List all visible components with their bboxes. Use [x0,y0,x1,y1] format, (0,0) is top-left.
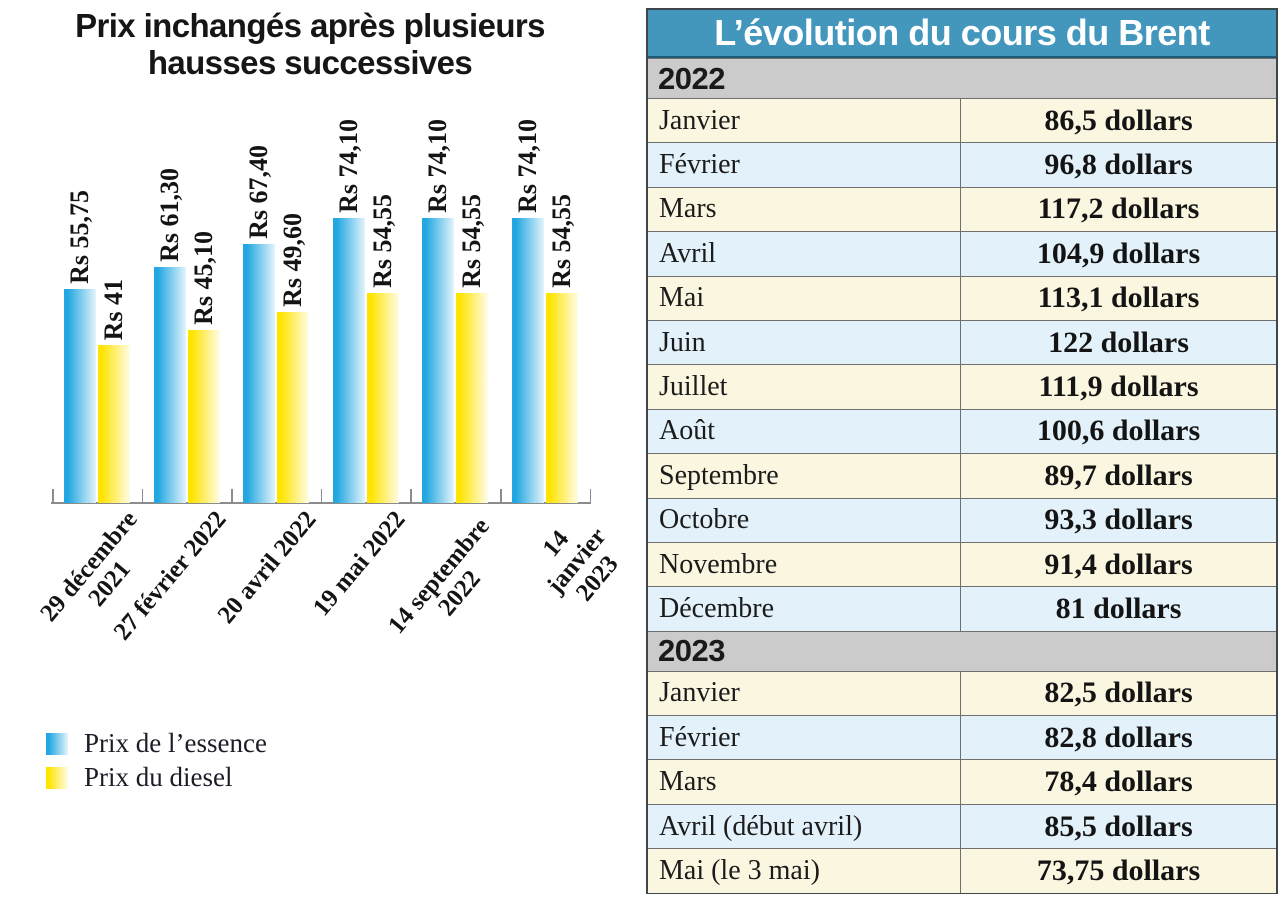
month-row: Mars 78,4 dollars [648,759,1276,804]
month-label: Décembre [659,592,775,624]
bar-value-label: Rs 61,30 [154,168,184,263]
x-axis-tick [320,489,323,503]
month-value: 122 dollars [960,320,1276,365]
month-value: 82,5 dollars [960,671,1276,716]
month-value: 104,9 dollars [960,232,1276,276]
bar-diesel [98,345,130,503]
month-value: 111,9 dollars [960,365,1276,409]
month-label: Janvier [659,104,740,136]
month-row: Février 96,8 dollars [648,142,1276,187]
month-row: Septembre 89,7 dollars [648,453,1276,498]
bar-value-label: Rs 55,75 [65,189,94,284]
x-axis-tick [500,489,502,503]
month-value: 85,5 dollars [960,804,1276,849]
month-label: Juin [659,326,706,358]
legend-item-essence: Prix de l’essence [46,728,267,758]
bar-essence [153,267,186,503]
bar-essence [64,288,96,503]
year-section-row: 2023 [648,630,1276,671]
month-value: 86,5 dollars [960,99,1276,143]
month-value: 93,3 dollars [960,498,1276,542]
x-axis-tick [141,489,144,503]
bar-essence [243,243,276,503]
month-row: Février 82,8 dollars [648,715,1276,760]
category-label: 14 janvier 2023 [537,523,624,607]
month-label: Février [659,149,740,181]
month-row: Novembre 91,4 dollars [648,541,1276,587]
month-row: Avril 104,9 dollars [648,231,1276,276]
fuel-price-chart: Prix inchangés après plusieurs hausses s… [35,7,624,792]
month-label: Mai (le 3 mai) [659,854,820,886]
month-value: 100,6 dollars [960,409,1276,454]
year-section-row: 2022 [648,58,1276,98]
month-value: 78,4 dollars [960,760,1276,804]
month-value: 82,8 dollars [960,716,1276,760]
month-label: Août [659,415,715,447]
bar-diesel [456,293,489,503]
month-label: Avril (début avril) [659,810,863,842]
legend-label: Prix de l’essence [84,728,267,758]
month-row: Mars 117,2 dollars [648,186,1276,232]
bar-value-label: Rs 67,40 [244,144,274,239]
diesel-color-swatch [46,766,68,789]
bar-essence [332,218,365,503]
month-value: 91,4 dollars [960,542,1276,587]
month-label: Mars [659,766,717,798]
month-row: Janvier 86,5 dollars [648,98,1276,143]
month-row: Juillet 111,9 dollars [648,364,1276,409]
bar-essence [422,218,455,503]
month-row: Mai 113,1 dollars [648,275,1276,320]
month-label: Avril [659,237,717,269]
month-label: Février [659,721,740,753]
month-label: Mai [659,282,705,314]
bar-diesel [187,329,220,503]
legend-item-diesel: Prix du diesel [46,762,267,792]
x-axis-tick [52,489,54,503]
chart-legend: Prix de l’essence Prix du diesel [46,728,267,792]
month-value: 81 dollars [960,587,1276,631]
bar-value-label: Rs 54,55 [457,194,487,289]
month-row: Mai (le 3 mai) 73,75 dollars [648,848,1276,893]
bar-diesel [546,293,578,503]
month-row: Avril (début avril) 85,5 dollars [648,803,1276,849]
bar-value-label: Rs 49,60 [278,213,308,308]
bar-essence [512,218,544,503]
month-value: 73,75 dollars [960,849,1276,893]
x-axis-tick [231,489,233,503]
bar-value-label: Rs 45,10 [188,230,218,325]
bar-value-label: Rs 74,10 [333,119,363,213]
month-value: 89,7 dollars [960,454,1276,498]
bar-value-label: Rs 74,10 [423,119,453,213]
table-header-row: L’évolution du cours du Brent [648,10,1276,58]
essence-color-swatch [46,732,68,755]
month-label: Mars [659,193,717,225]
bar-diesel [366,293,399,503]
month-row: Décembre 81 dollars [648,586,1276,631]
month-row: Juin 122 dollars [648,319,1276,365]
x-axis-tick [410,489,412,503]
bar-diesel [277,312,310,503]
legend-label: Prix du diesel [84,762,233,792]
month-row: Août 100,6 dollars [648,408,1276,454]
month-row: Janvier 82,5 dollars [648,670,1276,716]
bar-value-label: Rs 74,10 [513,119,542,213]
month-label: Novembre [659,548,778,580]
month-value: 96,8 dollars [960,143,1276,187]
bar-value-label: Rs 54,55 [547,194,576,289]
bar-chart-plot-area: Rs 55,75 Rs 61,30 Rs 67,40 Rs 74,10 Rs 74,10… [35,119,624,645]
chart-title: Prix inchangés après plusieurs hausses s… [75,7,545,81]
month-label: Septembre [659,459,779,491]
month-row: Octobre 93,3 dollars [648,497,1276,542]
x-axis-tick [589,489,592,503]
month-label: Janvier [659,677,740,709]
brent-price-table: L’évolution du cours du Brent 2022 Janvie… [646,8,1278,894]
month-value: 113,1 dollars [960,276,1276,320]
month-value: 117,2 dollars [960,187,1276,232]
bar-value-label: Rs 41 [99,278,128,341]
month-label: Octobre [659,504,750,536]
category-label: 19 mai 2022 [308,506,412,622]
table-title: L’évolution du cours du Brent [714,12,1210,53]
month-label: Juillet [659,371,728,403]
bar-value-label: Rs 54,55 [367,194,397,289]
